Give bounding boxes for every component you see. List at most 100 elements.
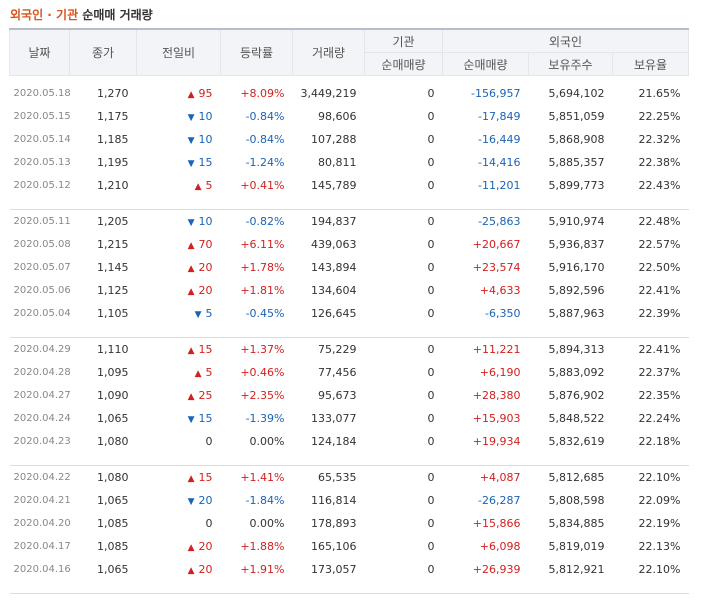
change-value: 20	[198, 284, 213, 297]
foreign-shares-cell: 5,694,102	[548, 87, 605, 100]
date-cell: 2020.04.23	[13, 436, 71, 447]
separator-cell	[9, 453, 689, 466]
institution-net-cell: 0	[427, 563, 435, 576]
change-cell: ▲ 25	[137, 384, 221, 407]
foreign-net-cell: +4,087	[479, 471, 521, 484]
change-cell: ▲ 20	[137, 279, 221, 302]
up-arrow-icon: ▲	[187, 346, 195, 356]
foreign-shares-cell: 5,812,685	[548, 471, 605, 484]
change-rate-cell: +1.37%	[240, 343, 285, 356]
foreign-ratio-cell: 22.37%	[638, 366, 681, 379]
foreign-ratio-cell: 22.32%	[638, 133, 681, 146]
down-arrow-icon: ▼	[187, 497, 195, 507]
header-foreign-ratio: 보유율	[612, 52, 689, 76]
foreign-ratio-cell: 22.09%	[638, 494, 681, 507]
change-cell: ▲ 20	[137, 535, 221, 558]
change-rate-cell: 0.00%	[249, 517, 285, 530]
down-arrow-icon: ▼	[194, 310, 202, 320]
foreign-ratio-cell: 21.65%	[638, 87, 681, 100]
table-row: 2020.04.21 1,065 ▼ 20 -1.84% 116,814 0 -26,287 5…	[10, 489, 689, 512]
foreign-net-cell: +23,574	[472, 261, 521, 274]
table-row: 2020.05.04 1,105 ▼ 5 -0.45% 126,645 0 -6,350 5,8…	[10, 302, 689, 325]
change-cell: ▼ 10	[137, 210, 221, 234]
foreign-ratio-cell: 22.38%	[638, 156, 681, 169]
foreign-shares-cell: 5,832,619	[548, 435, 605, 448]
volume-cell: 194,837	[311, 215, 357, 228]
close-price-cell: 1,065	[97, 563, 129, 576]
institution-net-cell: 0	[427, 389, 435, 402]
foreign-net-cell: +15,903	[472, 412, 521, 425]
date-cell: 2020.05.07	[13, 262, 71, 273]
close-price-cell: 1,205	[97, 215, 129, 228]
institution-net-cell: 0	[427, 261, 435, 274]
separator-cell	[9, 197, 689, 210]
change-value: 0	[205, 517, 213, 530]
change-rate-cell: +1.41%	[240, 471, 285, 484]
change-value: 95	[198, 87, 213, 100]
table-row: 2020.05.18 1,270 ▲ 95 +8.09% 3,449,219 0 -156,9…	[10, 82, 689, 105]
change-value: 5	[205, 307, 213, 320]
change-rate-cell: +0.46%	[240, 366, 285, 379]
date-cell: 2020.05.08	[13, 239, 71, 250]
foreign-ratio-cell: 22.43%	[638, 179, 681, 192]
change-value: 10	[198, 133, 213, 146]
change-cell: ▼ 20	[137, 489, 221, 512]
table-row: 2020.05.14 1,185 ▼ 10 -0.84% 107,288 0 -16,449 5…	[10, 128, 689, 151]
header-foreign-net: 순매매량	[442, 52, 529, 76]
header-foreign-shares: 보유주수	[528, 52, 613, 76]
change-cell: ▲ 20	[137, 558, 221, 581]
foreign-ratio-cell: 22.18%	[638, 435, 681, 448]
volume-cell: 143,894	[311, 261, 357, 274]
change-cell: ▼ 10	[137, 105, 221, 128]
table-row: 2020.04.24 1,065 ▼ 15 -1.39% 133,077 0 +15,903 5…	[10, 407, 689, 430]
date-cell: 2020.04.24	[13, 413, 71, 424]
institution-net-cell: 0	[427, 133, 435, 146]
change-cell: ▲ 15	[137, 338, 221, 362]
change-value: 15	[198, 343, 213, 356]
volume-cell: 116,814	[311, 494, 357, 507]
separator-cell	[9, 581, 689, 594]
foreign-ratio-cell: 22.24%	[638, 412, 681, 425]
foreign-net-cell: +6,190	[479, 366, 521, 379]
change-rate-cell: -0.82%	[245, 215, 285, 228]
close-price-cell: 1,145	[97, 261, 129, 274]
close-price-cell: 1,105	[97, 307, 129, 320]
foreign-net-cell: +28,380	[472, 389, 521, 402]
date-cell: 2020.05.12	[13, 180, 71, 191]
change-rate-cell: +1.78%	[240, 261, 285, 274]
change-value: 15	[198, 471, 213, 484]
volume-cell: 107,288	[311, 133, 357, 146]
up-arrow-icon: ▲	[187, 90, 195, 100]
header-institution-net: 순매매량	[364, 52, 443, 76]
foreign-ratio-cell: 22.39%	[638, 307, 681, 320]
close-price-cell: 1,270	[97, 87, 129, 100]
foreign-net-cell: -11,201	[478, 179, 521, 192]
change-value: 0	[205, 435, 213, 448]
change-value: 20	[198, 261, 213, 274]
down-arrow-icon: ▼	[187, 218, 195, 228]
close-price-cell: 1,085	[97, 517, 129, 530]
header-foreign-group: 외국인	[442, 28, 689, 53]
change-value: 5	[205, 366, 213, 379]
foreign-ratio-cell: 22.35%	[638, 389, 681, 402]
volume-cell: 134,604	[311, 284, 357, 297]
group-separator	[9, 453, 689, 466]
institution-net-cell: 0	[427, 179, 435, 192]
group-separator	[9, 325, 689, 338]
foreign-shares-cell: 5,892,596	[548, 284, 605, 297]
close-price-cell: 1,195	[97, 156, 129, 169]
separator-cell	[9, 325, 689, 338]
change-rate-cell: -0.84%	[245, 110, 285, 123]
foreign-net-cell: -16,449	[478, 133, 521, 146]
change-value: 15	[198, 412, 213, 425]
foreign-shares-cell: 5,894,313	[548, 343, 605, 356]
date-cell: 2020.05.13	[13, 157, 71, 168]
foreign-net-cell: -14,416	[478, 156, 521, 169]
date-cell: 2020.04.28	[13, 367, 71, 378]
change-rate-cell: -0.45%	[245, 307, 285, 320]
change-cell: ▼ 5	[137, 302, 221, 325]
foreign-ratio-cell: 22.57%	[638, 238, 681, 251]
foreign-net-cell: +26,939	[472, 563, 521, 576]
table-row: 2020.04.28 1,095 ▲ 5 +0.46% 77,456 0 +6,190 5,88…	[10, 361, 689, 384]
header-volume: 거래량	[292, 28, 365, 76]
